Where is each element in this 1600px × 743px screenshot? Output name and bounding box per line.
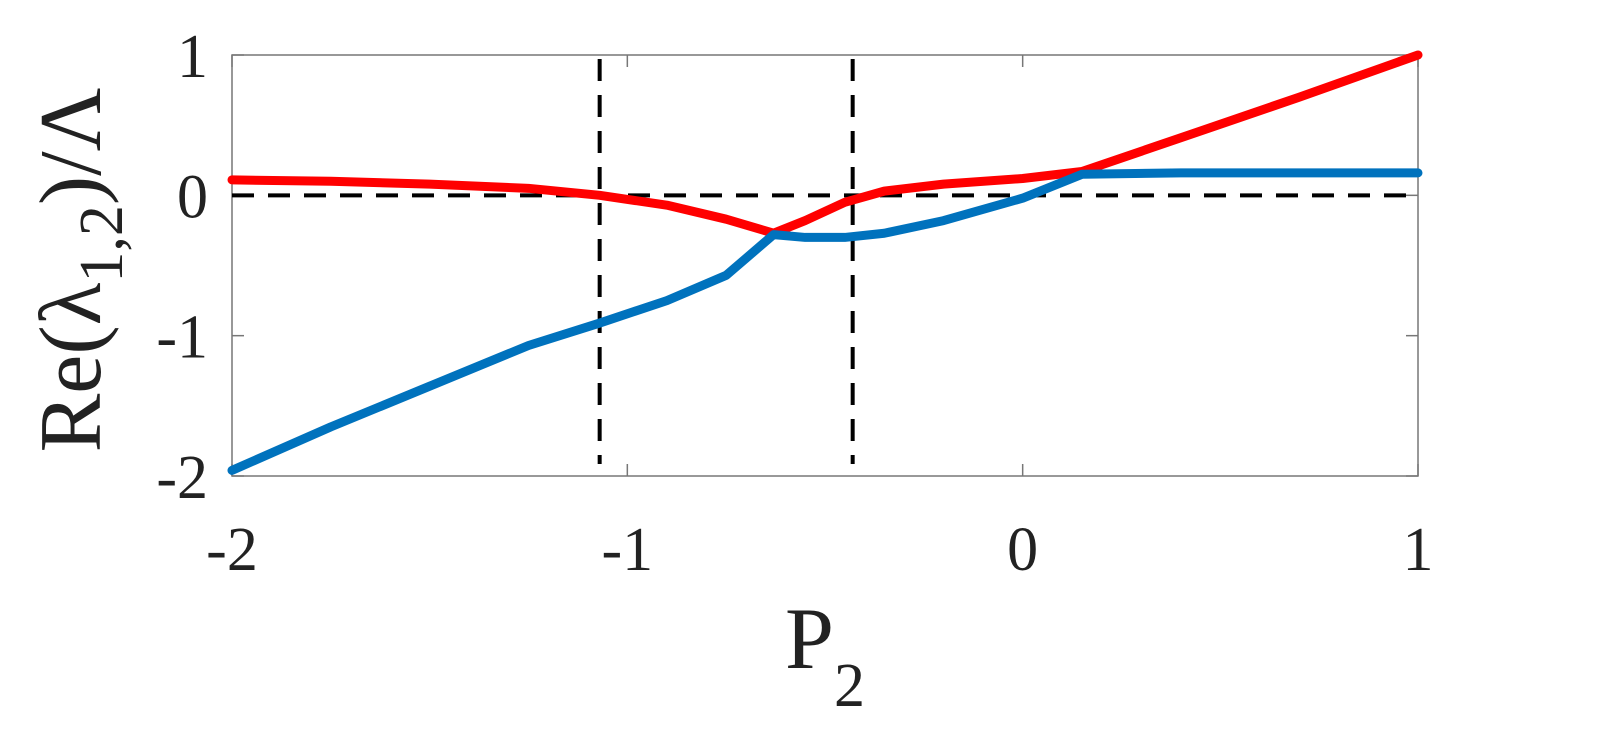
x-tick-label: -2 <box>206 516 258 584</box>
y-label-end: )/Λ <box>23 88 120 206</box>
series-line <box>227 50 1423 238</box>
x-axis-label: P2 <box>785 591 865 720</box>
y-tick-label: 0 <box>177 163 208 231</box>
y-tick-label: -1 <box>156 304 208 372</box>
series-line <box>227 168 1423 475</box>
y-axis-label: Re(λ1,2)/Λ <box>23 88 136 453</box>
x-label-main: P <box>785 591 834 688</box>
x-tick-label: 0 <box>1007 516 1038 584</box>
y-tick-label: 1 <box>177 23 208 91</box>
y-label-sub: 1,2 <box>68 205 136 283</box>
x-tick-label: 1 <box>1403 516 1434 584</box>
y-tick-label: -2 <box>156 444 208 512</box>
y-label-main: Re(λ <box>23 282 120 452</box>
plot-box <box>231 54 1419 477</box>
x-label-sub: 2 <box>834 652 865 720</box>
x-tick-label: -1 <box>602 516 654 584</box>
